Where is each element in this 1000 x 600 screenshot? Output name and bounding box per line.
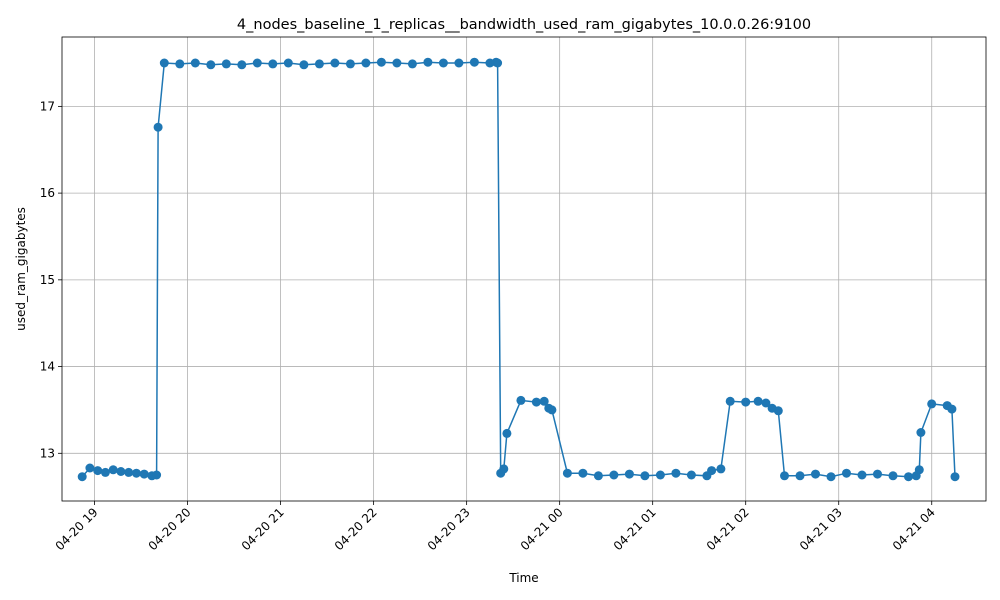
- data-point: [314, 59, 324, 69]
- data-point: [153, 122, 163, 132]
- data-point: [811, 469, 820, 479]
- data-point: [376, 57, 386, 67]
- data-point: [547, 405, 557, 415]
- data-point: [593, 471, 603, 481]
- data-point: [716, 464, 726, 474]
- data-point: [927, 399, 937, 409]
- data-point: [499, 464, 509, 474]
- plot-frame: [61, 36, 987, 502]
- data-point: [131, 468, 141, 478]
- data-point: [609, 470, 619, 480]
- x-axis-title: Time: [508, 571, 538, 585]
- data-point: [624, 469, 634, 479]
- data-point: [345, 59, 355, 69]
- data-point: [221, 59, 231, 69]
- data-point: [578, 468, 588, 478]
- data-point: [392, 58, 402, 68]
- data-point: [152, 470, 162, 480]
- y-axis-title: used_ram_gigabytes: [14, 207, 28, 331]
- data-point: [761, 398, 771, 408]
- data-point: [671, 468, 681, 478]
- data-point: [502, 428, 512, 438]
- data-point: [914, 465, 924, 475]
- data-point: [190, 58, 200, 68]
- data-point: [916, 428, 926, 437]
- y-tick-label: 16: [40, 186, 55, 200]
- data-point: [539, 396, 549, 406]
- y-tick-label: 13: [40, 446, 55, 460]
- data-point: [159, 58, 169, 68]
- chart-title: 4_nodes_baseline_1_replicas__bandwidth_u…: [237, 17, 811, 33]
- data-point: [640, 471, 650, 481]
- data-point: [108, 465, 118, 475]
- data-point: [175, 59, 185, 69]
- data-point: [950, 472, 960, 482]
- data-point: [206, 60, 216, 70]
- data-point: [493, 58, 503, 68]
- y-tick-label: 14: [40, 360, 55, 374]
- data-point: [252, 58, 262, 68]
- data-point: [873, 469, 882, 479]
- data-point: [780, 471, 789, 481]
- data-point: [725, 396, 735, 406]
- data-point: [237, 60, 247, 70]
- data-point: [407, 59, 417, 69]
- data-point: [904, 472, 913, 482]
- data-point: [268, 59, 278, 69]
- data-point: [888, 471, 898, 481]
- data-point: [454, 58, 464, 68]
- data-point: [100, 467, 110, 477]
- data-point: [857, 470, 867, 480]
- data-point: [826, 472, 836, 482]
- series-layer: [77, 57, 960, 482]
- y-tick-label: 15: [40, 273, 55, 287]
- data-point: [795, 471, 805, 481]
- data-point: [516, 395, 526, 405]
- data-point: [562, 468, 572, 478]
- y-tick-label: 17: [40, 99, 55, 113]
- data-point: [116, 467, 126, 476]
- data-point: [947, 404, 957, 414]
- data-point: [283, 58, 293, 68]
- data-point: [707, 466, 717, 476]
- data-point: [773, 406, 783, 416]
- data-point: [423, 57, 433, 67]
- data-point: [753, 396, 763, 406]
- data-point: [842, 468, 851, 478]
- data-point: [655, 470, 665, 480]
- data-point: [77, 472, 87, 482]
- data-point: [85, 463, 95, 473]
- data-point: [686, 470, 696, 480]
- data-point: [330, 58, 340, 68]
- data-point: [93, 466, 103, 476]
- data-point: [531, 397, 541, 407]
- grid-lines: [62, 37, 986, 501]
- data-point: [124, 467, 134, 477]
- data-point: [438, 58, 448, 68]
- data-point: [469, 57, 479, 67]
- data-point: [139, 469, 149, 479]
- data-point: [299, 60, 309, 70]
- data-point: [741, 397, 751, 407]
- data-point: [361, 58, 371, 68]
